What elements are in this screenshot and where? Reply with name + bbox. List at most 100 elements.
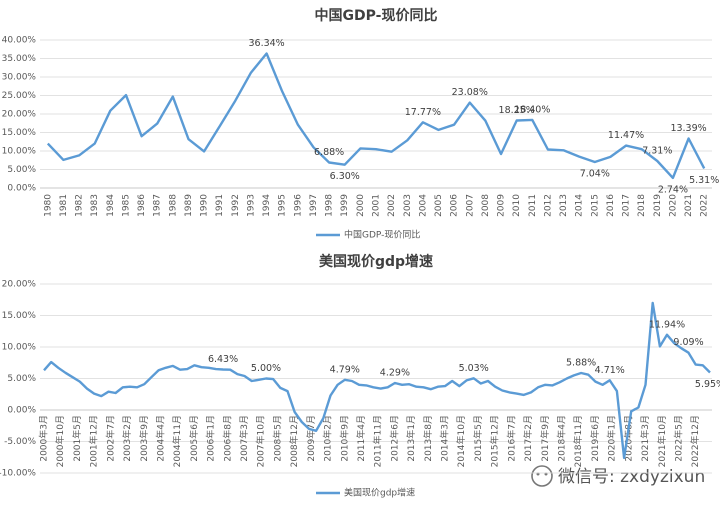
y-tick-label: 25.00% bbox=[2, 91, 37, 101]
y-tick-label: 5.00% bbox=[7, 165, 36, 175]
x-tick-label: 2011年11月 bbox=[372, 415, 384, 467]
data-label: 11.47% bbox=[608, 130, 644, 141]
x-tick-label: 1998 bbox=[325, 194, 335, 217]
data-label: 17.77% bbox=[405, 107, 441, 118]
x-tick-label: 2009 bbox=[497, 194, 507, 217]
data-line bbox=[43, 301, 711, 460]
y-tick-label: 40.00% bbox=[2, 36, 37, 46]
x-tick-label: 2015 bbox=[590, 194, 600, 217]
y-tick-label: -5.00% bbox=[4, 437, 36, 447]
x-tick-label: 1997 bbox=[309, 194, 319, 217]
chart-title: 中国GDP-现价同比 bbox=[315, 7, 438, 24]
x-tick-label: 2001 bbox=[372, 194, 382, 217]
x-tick-label: 2018年4月 bbox=[556, 415, 568, 462]
x-tick-label: 2000年3月 bbox=[38, 415, 50, 462]
x-tick-label: 2006 bbox=[450, 194, 460, 217]
legend-label: 美国现价gdp增速 bbox=[344, 487, 415, 499]
x-tick-label: 2008年12月 bbox=[288, 415, 300, 467]
x-tick-label: 1994 bbox=[262, 194, 272, 217]
x-tick-label: 2014 bbox=[575, 194, 585, 217]
x-tick-label: 2013 bbox=[559, 194, 569, 217]
x-tick-label: 2012 bbox=[543, 194, 553, 217]
data-label: 5.03% bbox=[459, 363, 489, 374]
y-tick-label: 0.00% bbox=[7, 184, 36, 194]
x-tick-label: 1991 bbox=[215, 194, 225, 217]
x-tick-label: 2005年6月 bbox=[188, 415, 200, 462]
x-tick-label: 2010年2月 bbox=[322, 415, 334, 462]
x-tick-label: 2021年3月 bbox=[639, 415, 651, 462]
y-tick-label: 20.00% bbox=[2, 110, 37, 120]
x-tick-label: 2018 bbox=[637, 194, 647, 217]
y-tick-label: 15.00% bbox=[2, 128, 37, 138]
x-tick-label: 2017 bbox=[622, 194, 632, 217]
x-tick-label: 1986 bbox=[137, 194, 147, 217]
data-label: 5.88% bbox=[566, 357, 596, 368]
x-tick-label: 2015年5月 bbox=[472, 415, 484, 462]
x-tick-label: 1990 bbox=[200, 194, 210, 217]
x-tick-label: 2011 bbox=[528, 194, 538, 217]
data-label: 18.40% bbox=[514, 104, 550, 115]
x-tick-label: 2016年7月 bbox=[505, 415, 517, 462]
x-tick-label: 1992 bbox=[231, 194, 241, 217]
x-tick-label: 2020年1月 bbox=[606, 415, 618, 462]
data-label: 7.04% bbox=[580, 168, 610, 179]
chart-title: 美国现价gdp增速 bbox=[319, 253, 433, 270]
x-tick-label: 2006年1月 bbox=[205, 415, 217, 462]
data-label: 4.71% bbox=[595, 365, 625, 376]
x-tick-label: 2022年5月 bbox=[672, 415, 684, 462]
data-label: 6.30% bbox=[330, 171, 360, 182]
x-tick-label: 2022年12月 bbox=[689, 415, 701, 467]
x-tick-label: 2001年5月 bbox=[71, 415, 83, 462]
x-tick-label: 1984 bbox=[106, 194, 116, 217]
y-tick-label: 5.00% bbox=[7, 374, 36, 384]
x-tick-label: 2020 bbox=[668, 194, 678, 217]
x-tick-label: 1982 bbox=[75, 194, 85, 217]
data-label: 9.09% bbox=[673, 337, 703, 348]
x-tick-label: 2003年9月 bbox=[138, 415, 150, 462]
data-label: 4.29% bbox=[380, 367, 410, 378]
data-label: 5.00% bbox=[251, 363, 281, 374]
data-label: 2.74% bbox=[658, 184, 688, 195]
data-label: 36.34% bbox=[248, 38, 284, 49]
x-tick-label: 2000 bbox=[356, 194, 366, 217]
x-tick-label: 1993 bbox=[246, 194, 256, 217]
x-tick-label: 1981 bbox=[59, 194, 69, 217]
legend-label: 中国GDP-现价同比 bbox=[344, 229, 420, 241]
x-tick-label: 2004年11月 bbox=[171, 415, 183, 467]
data-line bbox=[46, 52, 706, 180]
x-tick-label: 1989 bbox=[184, 194, 194, 217]
data-label: 11.94% bbox=[649, 319, 685, 330]
y-tick-label: 0.00% bbox=[7, 406, 36, 416]
x-tick-label: 2015年12月 bbox=[489, 415, 501, 467]
x-tick-label: 2005 bbox=[434, 194, 444, 217]
y-tick-label: 30.00% bbox=[2, 73, 37, 83]
x-tick-label: 1988 bbox=[168, 194, 178, 217]
x-tick-label: 2012年6月 bbox=[388, 415, 400, 462]
x-tick-label: 2003 bbox=[403, 194, 413, 217]
x-tick-label: 2013年8月 bbox=[422, 415, 434, 462]
data-label: 18.25% bbox=[499, 105, 535, 116]
x-tick-label: 2000年10月 bbox=[54, 415, 66, 467]
x-tick-label: 2019年6月 bbox=[589, 415, 601, 462]
x-tick-label: 2007年3月 bbox=[238, 415, 250, 462]
x-tick-label: 2003年2月 bbox=[121, 415, 133, 462]
x-tick-label: 2008 bbox=[481, 194, 491, 217]
x-tick-label: 2021 bbox=[684, 194, 694, 217]
x-tick-label: 1983 bbox=[90, 194, 100, 217]
y-tick-label: 35.00% bbox=[2, 54, 37, 64]
x-tick-label: 2019 bbox=[653, 194, 663, 217]
data-label: 23.08% bbox=[452, 87, 488, 98]
x-tick-label: 2007年10月 bbox=[255, 415, 267, 467]
x-tick-label: 2022 bbox=[700, 194, 710, 217]
x-tick-label: 2001年12月 bbox=[88, 415, 100, 467]
x-tick-label: 2017年9月 bbox=[539, 415, 551, 462]
x-tick-label: 2013年1月 bbox=[405, 415, 417, 462]
data-label: 6.88% bbox=[314, 147, 344, 158]
y-tick-label: 20.00% bbox=[2, 280, 37, 290]
data-label: 5.31% bbox=[689, 175, 719, 186]
x-tick-label: 2006年8月 bbox=[221, 415, 233, 462]
y-tick-label: -10.00% bbox=[0, 469, 36, 479]
y-tick-label: 10.00% bbox=[2, 147, 37, 157]
